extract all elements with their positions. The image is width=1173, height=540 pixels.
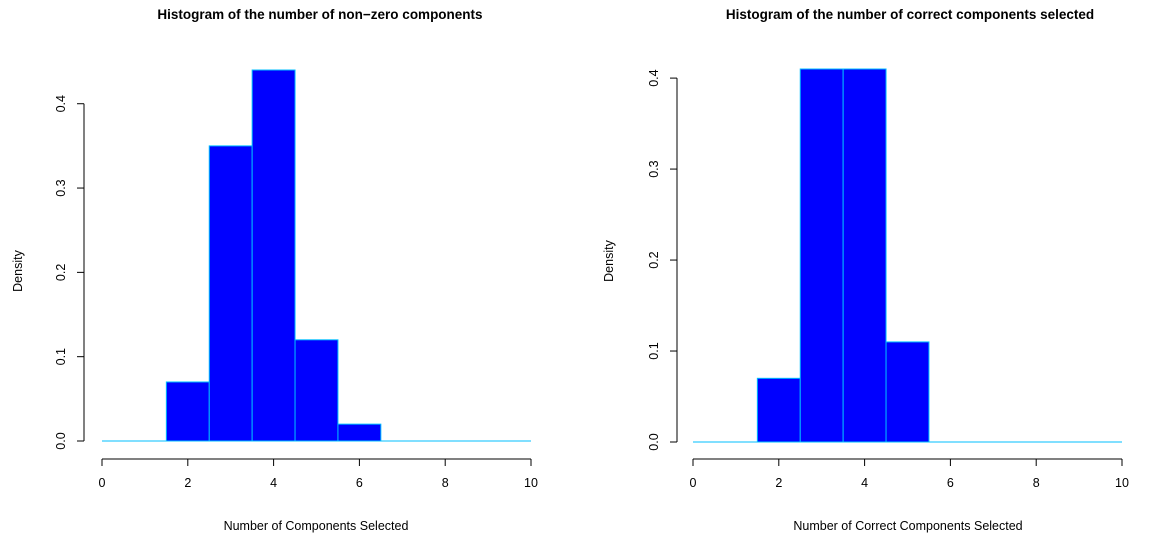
histogram-bar [337, 423, 382, 442]
x-tick-label: 6 [947, 476, 954, 490]
x-tick-label: 6 [356, 476, 363, 490]
y-tick-label: 0.4 [647, 69, 661, 86]
bars-group [102, 69, 531, 442]
y-tick-label: 0.1 [647, 342, 661, 359]
x-tick-label: 0 [99, 476, 106, 490]
y-axis-label: Density [602, 239, 616, 281]
axes-group: 0 2 4 6 8 10 0.0 0.1 0.2 0.3 0.4 [54, 95, 538, 490]
bars-group [693, 68, 1122, 443]
y-tick-label: 0.0 [54, 432, 68, 449]
y-tick-label: 0.4 [54, 95, 68, 112]
histogram-bar [294, 339, 339, 442]
histogram-panel-correct-components: Histogram of the number of correct compo… [602, 7, 1129, 533]
y-tick-label: 0.1 [54, 348, 68, 365]
y-axis-label: Density [11, 249, 25, 291]
histogram-bar [251, 69, 296, 442]
y-tick-label: 0.2 [647, 251, 661, 268]
x-tick-label: 10 [524, 476, 538, 490]
histogram-bar [799, 68, 844, 443]
y-tick-label: 0.0 [647, 433, 661, 450]
x-tick-label: 8 [442, 476, 449, 490]
y-tick-label: 0.3 [54, 179, 68, 196]
histogram-bar [165, 381, 210, 442]
histogram-panel-nonzero-components: Histogram of the number of non−zero comp… [11, 7, 538, 533]
x-tick-label: 4 [270, 476, 277, 490]
y-tick-label: 0.2 [54, 264, 68, 281]
histogram-bar [756, 377, 801, 443]
x-tick-label: 2 [184, 476, 191, 490]
chart-title: Histogram of the number of non−zero comp… [157, 7, 482, 22]
x-axis-label: Number of Correct Components Selected [793, 519, 1022, 533]
histogram-bar [842, 68, 887, 443]
axes-group: 0 2 4 6 8 10 0.0 0.1 0.2 0.3 0.4 [647, 69, 1129, 490]
histogram-bar [885, 341, 930, 443]
x-tick-label: 10 [1115, 476, 1129, 490]
y-tick-label: 0.3 [647, 160, 661, 177]
x-tick-label: 2 [775, 476, 782, 490]
histogram-bar [208, 145, 253, 442]
x-tick-label: 8 [1033, 476, 1040, 490]
x-tick-label: 4 [861, 476, 868, 490]
x-axis-label: Number of Components Selected [224, 519, 409, 533]
chart-title: Histogram of the number of correct compo… [726, 7, 1094, 22]
x-tick-label: 0 [690, 476, 697, 490]
